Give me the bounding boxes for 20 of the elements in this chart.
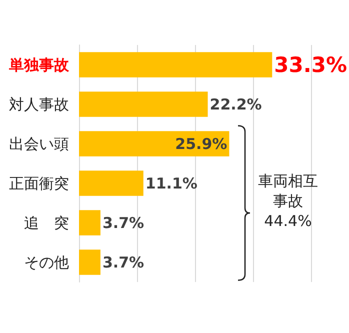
data-label: 3.7% xyxy=(102,253,144,272)
y-tick-label: 正面衝突 xyxy=(9,174,69,192)
data-label: 3.7% xyxy=(102,214,144,232)
y-tick-label: その他 xyxy=(24,253,69,272)
data-label: 22.2% xyxy=(210,95,262,114)
annotation: 44.4% xyxy=(263,211,313,231)
bar xyxy=(79,92,208,117)
y-tick-label: 対人事故 xyxy=(9,95,69,114)
bar xyxy=(79,52,272,78)
bar xyxy=(79,131,230,156)
bar xyxy=(79,170,144,196)
y-tick-label: 出会い頭 xyxy=(9,134,69,153)
data-label: 11.1% xyxy=(145,174,198,192)
bar xyxy=(79,210,100,236)
data-label: 25.9% xyxy=(175,134,228,153)
y-tick-label: 追 突 xyxy=(24,214,69,232)
bar xyxy=(79,250,100,275)
y-tick-label: 単独事故 xyxy=(8,56,70,74)
data-label: 33.3% xyxy=(274,52,347,77)
annotation: 車両相互事故 xyxy=(257,171,319,211)
